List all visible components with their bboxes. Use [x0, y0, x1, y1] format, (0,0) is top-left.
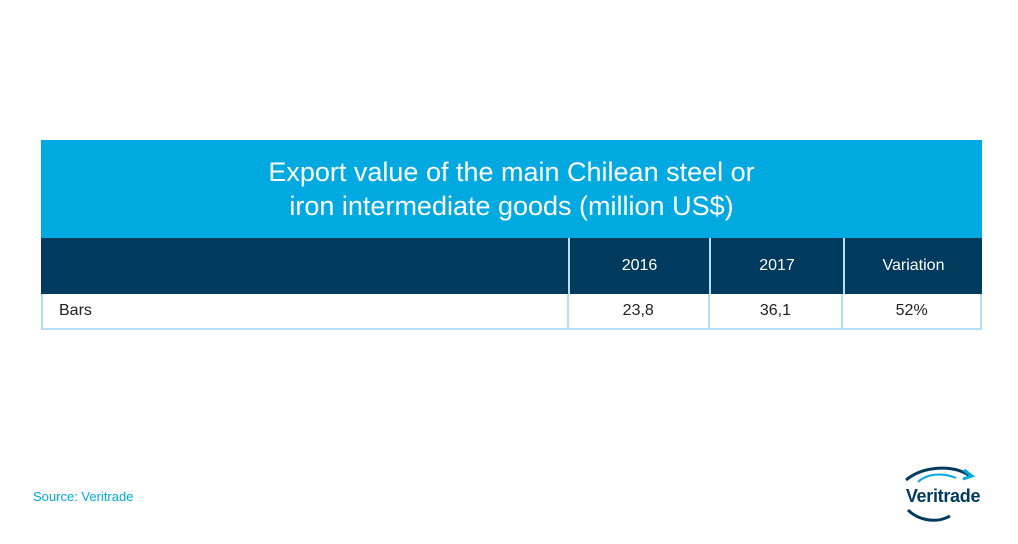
- header-cell-2016: 2016: [568, 238, 709, 294]
- veritrade-logo: Veritrade: [898, 466, 988, 526]
- header-cell-2017: 2017: [709, 238, 843, 294]
- header-cell-variation: Variation: [843, 238, 982, 294]
- table-row: Bars 23,8 36,1 52%: [41, 294, 982, 330]
- cell-2016: 23,8: [566, 294, 708, 328]
- logo-swoosh-icon: [905, 466, 976, 522]
- cell-2017: 36,1: [707, 294, 842, 328]
- title-line-1: Export value of the main Chilean steel o…: [268, 157, 755, 187]
- table-title: Export value of the main Chilean steel o…: [41, 140, 982, 238]
- header-cell-label: [41, 238, 568, 294]
- header-row: 2016 2017 Variation: [41, 238, 982, 294]
- data-table: Export value of the main Chilean steel o…: [41, 140, 982, 330]
- title-line-2: iron intermediate goods (million US$): [289, 191, 734, 221]
- row-label: Bars: [59, 302, 92, 319]
- source-note: Source: Veritrade: [33, 489, 134, 504]
- logo-wordmark: Veritrade: [905, 486, 981, 506]
- cell-variation: 52%: [841, 294, 980, 328]
